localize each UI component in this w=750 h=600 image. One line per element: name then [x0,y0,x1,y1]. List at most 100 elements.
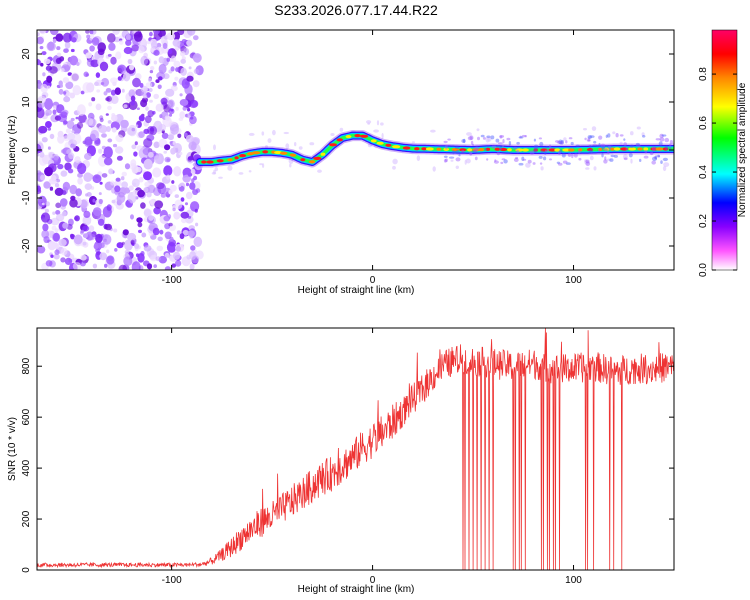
y-tick-label: 20 [21,48,32,60]
y-tick-label: 600 [21,408,32,425]
noise-blob [187,156,193,161]
speckle [267,138,272,144]
ridge-fuzz [585,161,591,167]
noise-blob [55,57,62,64]
noise-blob [164,144,171,151]
noise-blob [158,255,167,264]
ridge-fuzz [668,147,672,150]
ridge-fuzz [635,142,640,146]
noise-blob [43,181,51,189]
noise-blob [115,134,124,143]
ridge-fuzz [585,159,590,164]
noise-blob [155,256,161,262]
ridge-fuzz [643,155,649,159]
noise-blob [56,46,61,51]
noise-blob [179,233,185,240]
ridge-fuzz [665,145,669,150]
y-tick-label: 0 [21,147,32,153]
noise-blob [173,31,180,41]
noise-blob [101,133,107,138]
ridge-fuzz [607,150,610,155]
ridge-peak [206,160,214,164]
x-tick-label: 0 [370,275,376,286]
ridge-fuzz [607,145,612,151]
ridge-peak [354,134,361,138]
speckle [380,122,384,126]
noise-blob [58,88,64,95]
noise-blob [77,163,87,174]
ridge-fuzz [443,159,447,163]
speckle [563,137,567,141]
ridge-peak [370,139,377,143]
noise-blob [149,99,153,103]
noise-blob [106,255,115,265]
noise-blob [62,222,69,229]
ridge-fuzz [467,136,473,141]
ridge-fuzz [628,153,633,158]
ridge-peak [472,148,480,152]
noise-blob [52,109,57,115]
noise-blob [85,193,89,197]
ridge-fuzz [443,140,448,144]
noise-blob [175,246,182,252]
ridge-fuzz [453,150,457,154]
ridge-fuzz [500,161,504,165]
noise-blob [180,197,185,202]
noise-blob [162,42,168,50]
noise-blob [175,67,180,72]
y-tick-label: 0 [21,567,32,573]
noise-blob [138,131,145,139]
noise-blob [44,166,53,177]
noise-blob [92,174,102,184]
noise-blob [46,41,56,52]
noise-blob [128,185,134,191]
noise-blob [103,146,113,159]
ridge-peak [610,147,615,151]
speckle [476,128,480,132]
noise-blob [91,97,96,102]
noise-blob [176,230,181,235]
ridge-fuzz [657,155,661,158]
noise-blob [120,119,129,129]
noise-blob [185,202,188,206]
speckle [630,131,634,136]
colorbar-label: Normalized spectral amplitude [737,82,748,217]
noise-blob [154,200,164,209]
noise-blob [48,177,57,185]
ridge-fuzz [502,139,505,144]
noise-blob [40,62,44,67]
noise-blob [122,229,129,236]
ridge-fuzz [461,139,466,143]
ridge-peak [421,147,427,151]
noise-blob [141,97,149,103]
x-tick-label: -100 [162,575,182,586]
ridge-fuzz [445,144,448,150]
ridge-fuzz [502,145,504,148]
noise-blob [124,163,131,170]
speckle [623,154,628,160]
ridge-fuzz [472,150,477,153]
noise-blob [133,151,138,157]
noise-blob [130,100,136,106]
ridge-fuzz [598,135,603,140]
speckle [430,129,436,133]
ridge-fuzz [516,141,520,145]
noise-blob [170,124,179,135]
ridge-fuzz [543,156,547,161]
ridge-peak [494,147,501,151]
speckle [339,127,344,132]
noise-blob [185,191,193,200]
ridge-peak [345,135,352,139]
noise-blob [138,229,142,234]
ridge-fuzz [473,149,478,152]
speckle [411,141,415,144]
noise-blob [70,233,74,238]
noise-blob [147,125,155,135]
noise-blob [174,194,179,199]
noise-blob [92,207,102,217]
ridge-fuzz [544,149,550,152]
noise-blob [163,165,173,177]
noise-blob [96,251,101,256]
ridge-fuzz [521,134,526,138]
ridge-peak [507,148,512,152]
